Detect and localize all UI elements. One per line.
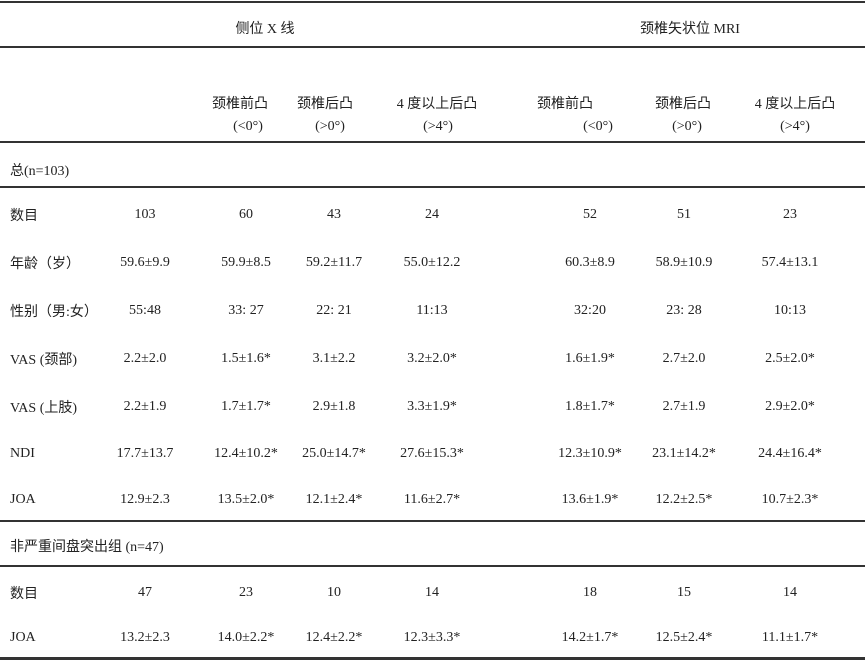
table-cell: 12.9±2.3 [120, 492, 170, 507]
table-cell: 12.4±10.2* [214, 446, 278, 461]
row-label: 性别（男:女） [10, 305, 98, 320]
table-cell: 23: 28 [666, 303, 702, 318]
table-cell: 10 [327, 585, 341, 600]
column-header: 颈椎后凸 [297, 97, 353, 112]
table-cell: 11.1±1.7* [761, 630, 819, 645]
table-cell: 13.2±2.3 [120, 630, 170, 645]
table-cell: 2.2±2.0 [123, 351, 167, 366]
table-rule [0, 186, 865, 188]
row-label: JOA [10, 492, 36, 507]
table-cell: 1.6±1.9* [565, 351, 615, 366]
table-rule [0, 520, 865, 522]
column-header: 颈椎后凸 [655, 97, 711, 112]
row-label: 数目 [10, 587, 38, 602]
table-cell: 12.4±2.2* [305, 630, 363, 645]
table-cell: 11:13 [416, 303, 448, 318]
table-cell: 3.1±2.2 [312, 351, 356, 366]
table-cell: 23 [239, 585, 253, 600]
table-cell: 59.9±8.5 [221, 255, 271, 270]
table-cell: 13.5±2.0* [217, 492, 275, 507]
column-header: 颈椎前凸 [212, 97, 268, 112]
table-cell: 23.1±14.2* [652, 446, 716, 461]
table-cell: 12.3±10.9* [558, 446, 622, 461]
row-label: VAS (颈部) [10, 353, 78, 368]
table-cell: 24 [425, 207, 439, 222]
table-cell: 18 [583, 585, 597, 600]
row-label: JOA [10, 630, 36, 645]
column-angle: (>4°) [423, 119, 453, 134]
table-cell: 52 [583, 207, 597, 222]
group-header: 侧位 X 线 [235, 22, 295, 37]
column-angle: (<0°) [233, 119, 263, 134]
table-cell: 14 [425, 585, 439, 600]
row-label: 数目 [10, 209, 38, 224]
table-cell: 3.2±2.0* [407, 351, 457, 366]
table-cell: 47 [138, 585, 152, 600]
table-cell: 60.3±8.9 [565, 255, 615, 270]
table-cell: 58.9±10.9 [655, 255, 713, 270]
table-cell: 2.5±2.0* [765, 351, 815, 366]
section-title: 总(n=103) [10, 164, 70, 179]
table-cell: 33: 27 [228, 303, 264, 318]
table-cell: 43 [327, 207, 341, 222]
table-cell: 1.5±1.6* [221, 351, 271, 366]
table-cell: 11.6±2.7* [403, 492, 461, 507]
table-rule [0, 141, 865, 143]
table-cell: 13.6±1.9* [561, 492, 619, 507]
column-angle: (<0°) [583, 119, 613, 134]
table-cell: 3.3±1.9* [407, 399, 457, 414]
table-cell: 24.4±16.4* [758, 446, 822, 461]
table-cell: 2.2±1.9 [123, 399, 167, 414]
table-cell: 27.6±15.3* [400, 446, 464, 461]
table-cell: 1.7±1.7* [221, 399, 271, 414]
table-cell: 14.0±2.2* [217, 630, 275, 645]
table-cell: 2.9±1.8 [312, 399, 356, 414]
table-cell: 59.6±9.9 [120, 255, 170, 270]
table-cell: 60 [239, 207, 253, 222]
table-cell: 2.7±2.0 [662, 351, 706, 366]
row-label: NDI [10, 446, 35, 461]
table-cell: 17.7±13.7 [116, 446, 174, 461]
table-cell: 2.9±2.0* [765, 399, 815, 414]
column-header: 4 度以上后凸 [396, 97, 478, 112]
table-cell: 12.2±2.5* [655, 492, 713, 507]
column-angle: (>0°) [315, 119, 345, 134]
table-cell: 2.7±1.9 [662, 399, 706, 414]
section-title: 非严重间盘突出组 (n=47) [10, 540, 164, 555]
table-cell: 55:48 [129, 303, 161, 318]
table-cell: 57.4±13.1 [761, 255, 819, 270]
table-cell: 1.8±1.7* [565, 399, 615, 414]
table-cell: 25.0±14.7* [302, 446, 366, 461]
table-cell: 14 [783, 585, 797, 600]
group-header: 颈椎矢状位 MRI [640, 22, 740, 37]
table-rule [0, 1, 865, 3]
table-cell: 23 [783, 207, 797, 222]
table-rule [0, 46, 865, 48]
column-angle: (>4°) [780, 119, 810, 134]
table-cell: 15 [677, 585, 691, 600]
table-cell: 12.1±2.4* [305, 492, 363, 507]
column-angle: (>0°) [672, 119, 702, 134]
column-header: 颈椎前凸 [537, 97, 593, 112]
table-cell: 12.5±2.4* [655, 630, 713, 645]
row-label: VAS (上肢) [10, 401, 78, 416]
table-cell: 59.2±11.7 [305, 255, 363, 270]
table-cell: 55.0±12.2 [403, 255, 461, 270]
table-rule [0, 657, 865, 660]
table-cell: 32:20 [574, 303, 606, 318]
table-rule [0, 565, 865, 567]
column-header: 4 度以上后凸 [754, 97, 836, 112]
table-cell: 14.2±1.7* [561, 630, 619, 645]
table-cell: 51 [677, 207, 691, 222]
row-label: 年龄（岁） [10, 257, 80, 272]
table-cell: 22: 21 [316, 303, 352, 318]
table-cell: 10:13 [774, 303, 806, 318]
table-cell: 10.7±2.3* [761, 492, 819, 507]
table-cell: 12.3±3.3* [403, 630, 461, 645]
table-cell: 103 [134, 207, 156, 222]
